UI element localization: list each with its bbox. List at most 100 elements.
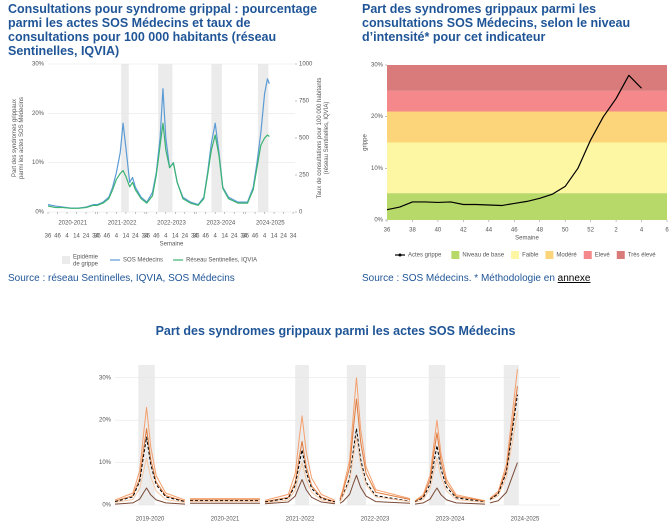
intensity-band xyxy=(387,90,667,112)
intensity-band xyxy=(387,142,667,194)
x-tick-label: 4 xyxy=(65,234,69,240)
x-tick-label: 36 xyxy=(193,234,200,240)
x-tick-label: 48 xyxy=(536,228,543,234)
source-text: Source : SOS Médecins. * Méthodologie en xyxy=(362,273,558,284)
epidemic-period xyxy=(138,365,155,505)
legend-label: de grippe xyxy=(73,262,99,267)
annex-link[interactable]: annexe xyxy=(557,273,591,284)
series-line xyxy=(47,122,270,209)
source: Source : réseau Sentinelles, IQVIA, SOS … xyxy=(8,273,235,284)
y-tick-label: 20% xyxy=(371,114,384,120)
x-tick-label: 24 xyxy=(231,234,238,240)
y-tick-label: 30% xyxy=(32,62,45,68)
x-tick-label: 50 xyxy=(562,228,569,234)
x-tick-label: 14 xyxy=(271,234,278,240)
x-tick-label: 34 xyxy=(191,234,198,240)
x-tick-label: 24 xyxy=(280,234,287,240)
legend-swatch xyxy=(616,251,625,259)
axis-title: (réseau Sentinelles, IQVIA) xyxy=(324,102,330,175)
chart-title: Part des syndromes grippaux parmi les ac… xyxy=(155,324,516,338)
legend-label: Modéré xyxy=(556,253,577,259)
chart-title: Part des syndromes grippaux parmi les co… xyxy=(362,2,631,44)
chart: 0%10%20%30%36 38 40 42 44 46 48 50 52 2 4 6grippeSe… xyxy=(363,63,669,259)
intensity-band xyxy=(387,65,667,91)
legend-swatch xyxy=(62,256,70,264)
series-line xyxy=(114,411,518,504)
x-tick-label: 44 xyxy=(485,228,492,234)
y-tick-label: 20% xyxy=(99,418,112,424)
legend-label: Epidémie xyxy=(73,255,99,261)
season-label: 2021-2022 xyxy=(108,221,137,227)
legend-label: Actes grippe xyxy=(408,253,442,259)
y-tick-label: 30% xyxy=(99,375,112,381)
x-tick-label: 52 xyxy=(587,228,594,234)
panel-label: 2024-2025 xyxy=(511,517,540,523)
x-tick-label: 46 xyxy=(153,234,160,240)
x-tick-label: 14 xyxy=(73,234,80,240)
x-tick-label: 46 xyxy=(252,234,259,240)
x-tick-label: 4 xyxy=(640,228,644,234)
series-line xyxy=(114,462,518,505)
chart: 0% 10% 20% 30% 2019-2020 2020-2021 2021-2022 20… xyxy=(99,365,560,523)
y-tick-label: 0% xyxy=(374,218,383,224)
x-tick-label: 42 xyxy=(460,228,467,234)
x-tick-label: 14 xyxy=(221,234,228,240)
chart-title: Consultations pour syndrome grippal : po… xyxy=(8,2,318,58)
axis-title: grippe xyxy=(363,134,369,151)
x-tick-label: 14 xyxy=(123,234,130,240)
season-label: 2024-2025 xyxy=(256,221,285,227)
x-axis-title: Semaine xyxy=(515,236,539,242)
y2-tick-label: 1000 xyxy=(299,62,313,68)
x-tick-label: 34 xyxy=(142,234,149,240)
series-line xyxy=(114,386,518,503)
epidemic-period xyxy=(346,365,367,505)
series-line xyxy=(114,394,518,503)
legend-label: Très élevé xyxy=(628,253,656,259)
x-tick-label: 34 xyxy=(92,234,99,240)
panel-label: 2023-2024 xyxy=(436,517,465,523)
legend-swatch xyxy=(583,251,592,259)
x-tick-label: 6 xyxy=(665,228,669,234)
x-tick-label: 4 xyxy=(214,234,218,240)
x-tick-label: 40 xyxy=(435,228,442,234)
panel-label: 2021-2022 xyxy=(286,517,315,523)
x-tick-label: 46 xyxy=(104,234,111,240)
legend-label: Réseau Sentinelles, IQVIA xyxy=(186,258,257,264)
legend-label: Elevé xyxy=(595,253,611,259)
series-line xyxy=(114,369,518,502)
legend-swatch xyxy=(398,253,402,257)
x-tick-label: 36 xyxy=(143,234,150,240)
x-tick-label: 4 xyxy=(115,234,119,240)
y-tick-label: 20% xyxy=(32,111,45,117)
y2-tick-label: 0 xyxy=(299,210,303,216)
season-label: 2022-2023 xyxy=(157,221,186,227)
x-tick-label: 36 xyxy=(45,234,52,240)
legend-label: Niveau de base xyxy=(462,253,504,259)
x-tick-label: 14 xyxy=(172,234,179,240)
x-tick-label: 34 xyxy=(290,234,297,240)
x-axis-title: Semaine xyxy=(160,242,184,248)
y2-tick-label: 500 xyxy=(299,136,310,142)
series-line xyxy=(386,74,642,211)
y-tick-label: 10% xyxy=(371,166,384,172)
panel-label: 2020-2021 xyxy=(211,517,240,523)
y-tick-label: 0% xyxy=(102,503,111,509)
x-tick-label: 24 xyxy=(181,234,188,240)
season-label: 2020-2021 xyxy=(58,221,87,227)
axis-title: Part des syndromes grippaux xyxy=(12,99,18,177)
axis-title: Taux de consultations pour 100 000 habit… xyxy=(317,78,323,199)
x-tick-label: 36 xyxy=(242,234,249,240)
x-tick-label: 46 xyxy=(54,234,61,240)
x-tick-label: 36 xyxy=(384,228,391,234)
intensity-band xyxy=(387,111,667,143)
y2-tick-label: 750 xyxy=(299,99,310,105)
source: Source : SOS Médecins. * Méthodologie en… xyxy=(362,273,590,284)
panel-label: 2022-2023 xyxy=(361,517,390,523)
series-line xyxy=(47,78,270,209)
legend-swatch xyxy=(545,251,554,259)
y-tick-label: 10% xyxy=(99,460,112,466)
x-tick-label: 24 xyxy=(83,234,90,240)
y2-tick-label: 250 xyxy=(299,173,310,179)
epidemic-period xyxy=(295,365,309,505)
